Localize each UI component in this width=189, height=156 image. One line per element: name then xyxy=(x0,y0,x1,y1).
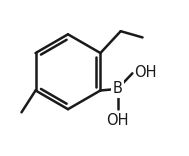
Text: OH: OH xyxy=(106,113,129,128)
Text: B: B xyxy=(113,81,122,96)
Text: OH: OH xyxy=(134,65,156,80)
